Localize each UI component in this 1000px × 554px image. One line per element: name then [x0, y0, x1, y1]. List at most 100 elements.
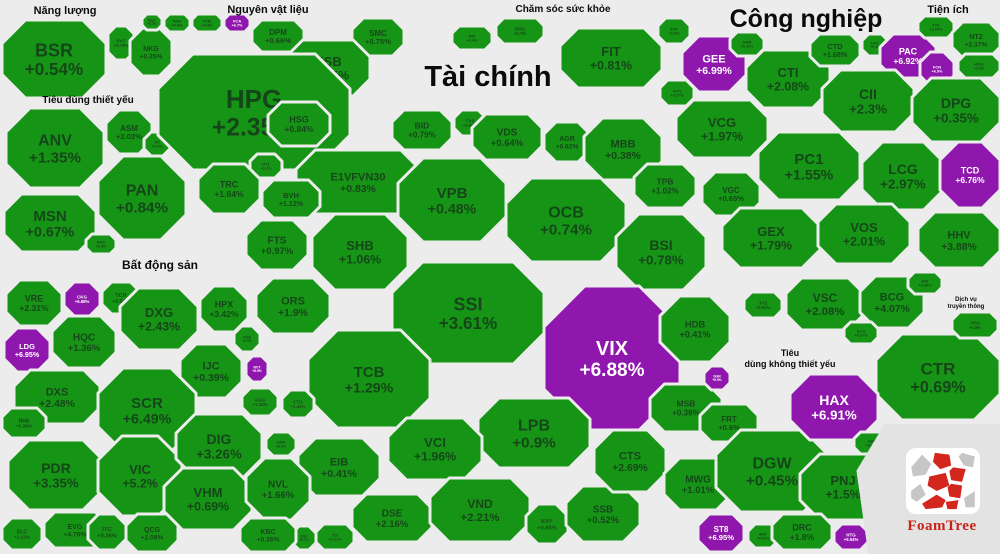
cell-TTA[interactable]: TTA +3.04%: [916, 14, 956, 40]
cell-VOS[interactable]: VOS +2.01%: [816, 202, 912, 266]
cell-DPG[interactable]: DPG +0.35%: [910, 76, 1000, 144]
cell-shape-TV2[interactable]: [742, 290, 784, 320]
cell-ITC[interactable]: ITC +0.36%: [86, 512, 128, 552]
cell-AGG[interactable]: AGG +1.15%: [240, 386, 280, 418]
cell-HTN[interactable]: HTN +3.37%: [658, 78, 696, 108]
cell-TCD[interactable]: TCD +6.76%: [938, 140, 1000, 210]
cell-DRC[interactable]: DRC +1.8%: [770, 512, 834, 552]
cell-shape-KOS[interactable]: [232, 324, 262, 354]
cell-HSG[interactable]: HSG +0.84%: [266, 100, 332, 148]
cell-shape-DHG[interactable]: [494, 16, 546, 46]
cell-KOS[interactable]: KOS +0.5%: [232, 324, 262, 354]
cell-shape-ST8[interactable]: [696, 512, 746, 554]
cell-BVH[interactable]: BVH +1.12%: [260, 178, 322, 220]
cell-shape-BID[interactable]: [390, 108, 454, 152]
cell-shape-ELC[interactable]: [0, 516, 44, 552]
cell-DGC[interactable]: DGC +0.3%: [140, 12, 164, 32]
cell-shape-CTD[interactable]: [808, 32, 862, 68]
cell-HAX[interactable]: HAX +6.91%: [788, 372, 880, 442]
cell-shape-HHV[interactable]: [916, 210, 1000, 270]
cell-shape-EVF[interactable]: [524, 502, 570, 546]
cell-IMP[interactable]: IMP +0.4%: [450, 24, 494, 52]
cell-VCI[interactable]: VCI +1.96%: [386, 416, 484, 482]
cell-shape-BSI[interactable]: [614, 212, 708, 292]
cell-LCG[interactable]: LCG +2.97%: [860, 140, 946, 212]
cell-shape-SSI[interactable]: [390, 260, 546, 366]
cell-KBC[interactable]: KBC +0.36%: [238, 516, 298, 554]
cell-shape-NVT[interactable]: [244, 354, 270, 384]
cell-shape-LCG[interactable]: [860, 140, 946, 212]
cell-TPB[interactable]: TPB +1.02%: [632, 162, 698, 210]
cell-shape-VPB[interactable]: [396, 156, 508, 244]
cell-CTR[interactable]: CTR +0.69%: [874, 332, 1000, 422]
cell-shape-VCG[interactable]: [674, 98, 770, 160]
cell-LPB[interactable]: LPB +0.9%: [476, 396, 592, 470]
cell-CKG[interactable]: CKG +6.88%: [62, 280, 102, 318]
cell-VIX[interactable]: VIX +6.88%: [542, 284, 682, 432]
cell-shape-DRC[interactable]: [770, 512, 834, 552]
cell-VPB[interactable]: VPB +0.48%: [396, 156, 508, 244]
cell-NVT[interactable]: NVT +6.9%: [244, 354, 270, 384]
cell-E1VFVN30[interactable]: E1VFVN30 +0.83%: [294, 148, 422, 216]
cell-HDB[interactable]: HDB +0.41%: [658, 294, 732, 364]
cell-VSC[interactable]: VSC +2.08%: [784, 276, 866, 332]
cell-CTG[interactable]: CTG +1.41%: [280, 388, 316, 420]
cell-shape-SGR[interactable]: [702, 364, 732, 392]
cell-shape-DXG[interactable]: [118, 286, 200, 352]
cell-shape-KBC[interactable]: [238, 516, 298, 554]
cell-shape-HDB[interactable]: [658, 294, 732, 364]
cell-HDG[interactable]: HDG +3.5%: [956, 52, 1000, 80]
cell-shape-HAR[interactable]: [264, 430, 298, 458]
cell-shape-DLG[interactable]: [842, 320, 880, 346]
cell-TV2[interactable]: TV2 +0.52%: [742, 290, 784, 320]
cell-VCA[interactable]: VCA +6.7%: [222, 12, 252, 34]
cell-SMC[interactable]: SMC +0.75%: [350, 16, 406, 58]
cell-shape-ANV[interactable]: [4, 106, 106, 190]
cell-shape-NVL[interactable]: [244, 456, 312, 522]
cell-TCB[interactable]: TCB +1.29%: [306, 328, 432, 430]
cell-SSB[interactable]: SSB +0.52%: [564, 484, 642, 544]
cell-PVT[interactable]: PVT +0.78%: [106, 24, 136, 62]
cell-shape-JVC[interactable]: [656, 16, 692, 46]
cell-shape-HT1[interactable]: [248, 152, 284, 180]
cell-shape-OCB[interactable]: [504, 176, 628, 264]
cell-TCI[interactable]: TCI +3.11%: [314, 522, 356, 552]
cell-ASM[interactable]: ASM +2.02%: [104, 108, 154, 156]
cell-shape-SMC[interactable]: [350, 16, 406, 58]
cell-DSE[interactable]: DSE +2.16%: [350, 492, 434, 544]
cell-VRE[interactable]: VRE +2.31%: [4, 278, 64, 328]
cell-shape-PVT[interactable]: [106, 24, 136, 62]
cell-KDC[interactable]: KDC +0.3%: [84, 232, 118, 256]
cell-EVF[interactable]: EVF +0.65%: [524, 502, 570, 546]
cell-shape-GEX[interactable]: [720, 206, 822, 270]
cell-shape-VCA[interactable]: [222, 12, 252, 34]
cell-shape-TCD[interactable]: [938, 140, 1000, 210]
cell-PDR[interactable]: PDR +3.35%: [6, 438, 106, 512]
cell-ELC[interactable]: ELC +1.22%: [0, 516, 44, 552]
cell-shape-VND[interactable]: [428, 476, 532, 544]
cell-VND[interactable]: VND +2.21%: [428, 476, 532, 544]
cell-shape-ORS[interactable]: [254, 276, 332, 336]
cell-shape-CTG[interactable]: [280, 388, 316, 420]
cell-DLG[interactable]: DLG +0.37%: [842, 320, 880, 346]
cell-shape-PAN[interactable]: [96, 154, 188, 242]
cell-shape-IJC[interactable]: [178, 342, 244, 400]
cell-QCG[interactable]: QCG +2.08%: [124, 512, 180, 554]
cell-shape-SHB[interactable]: [310, 212, 410, 292]
cell-DXG[interactable]: DXG +2.43%: [118, 286, 200, 352]
cell-ORS[interactable]: ORS +1.9%: [254, 276, 332, 336]
cell-HQC[interactable]: HQC +1.36%: [50, 314, 118, 370]
cell-shape-CII[interactable]: [820, 68, 916, 134]
cell-shape-NHA[interactable]: [0, 406, 48, 440]
cell-JVC[interactable]: JVC +0.9%: [656, 16, 692, 46]
cell-FIT[interactable]: FIT +0.81%: [558, 26, 664, 90]
cell-shape-MSN[interactable]: [2, 192, 98, 254]
cell-shape-CTS[interactable]: [592, 428, 668, 494]
cell-shape-IMP[interactable]: [450, 24, 494, 52]
cell-PC1[interactable]: PC1 +1.55%: [756, 130, 862, 202]
cell-shape-DGC[interactable]: [140, 12, 164, 32]
cell-SAM[interactable]: SAM +0.42%: [728, 30, 766, 58]
foamtree-watermark[interactable]: FoamTree: [856, 424, 1000, 554]
cell-shape-PDR[interactable]: [6, 438, 106, 512]
cell-HHV[interactable]: HHV +3.88%: [916, 210, 1000, 270]
